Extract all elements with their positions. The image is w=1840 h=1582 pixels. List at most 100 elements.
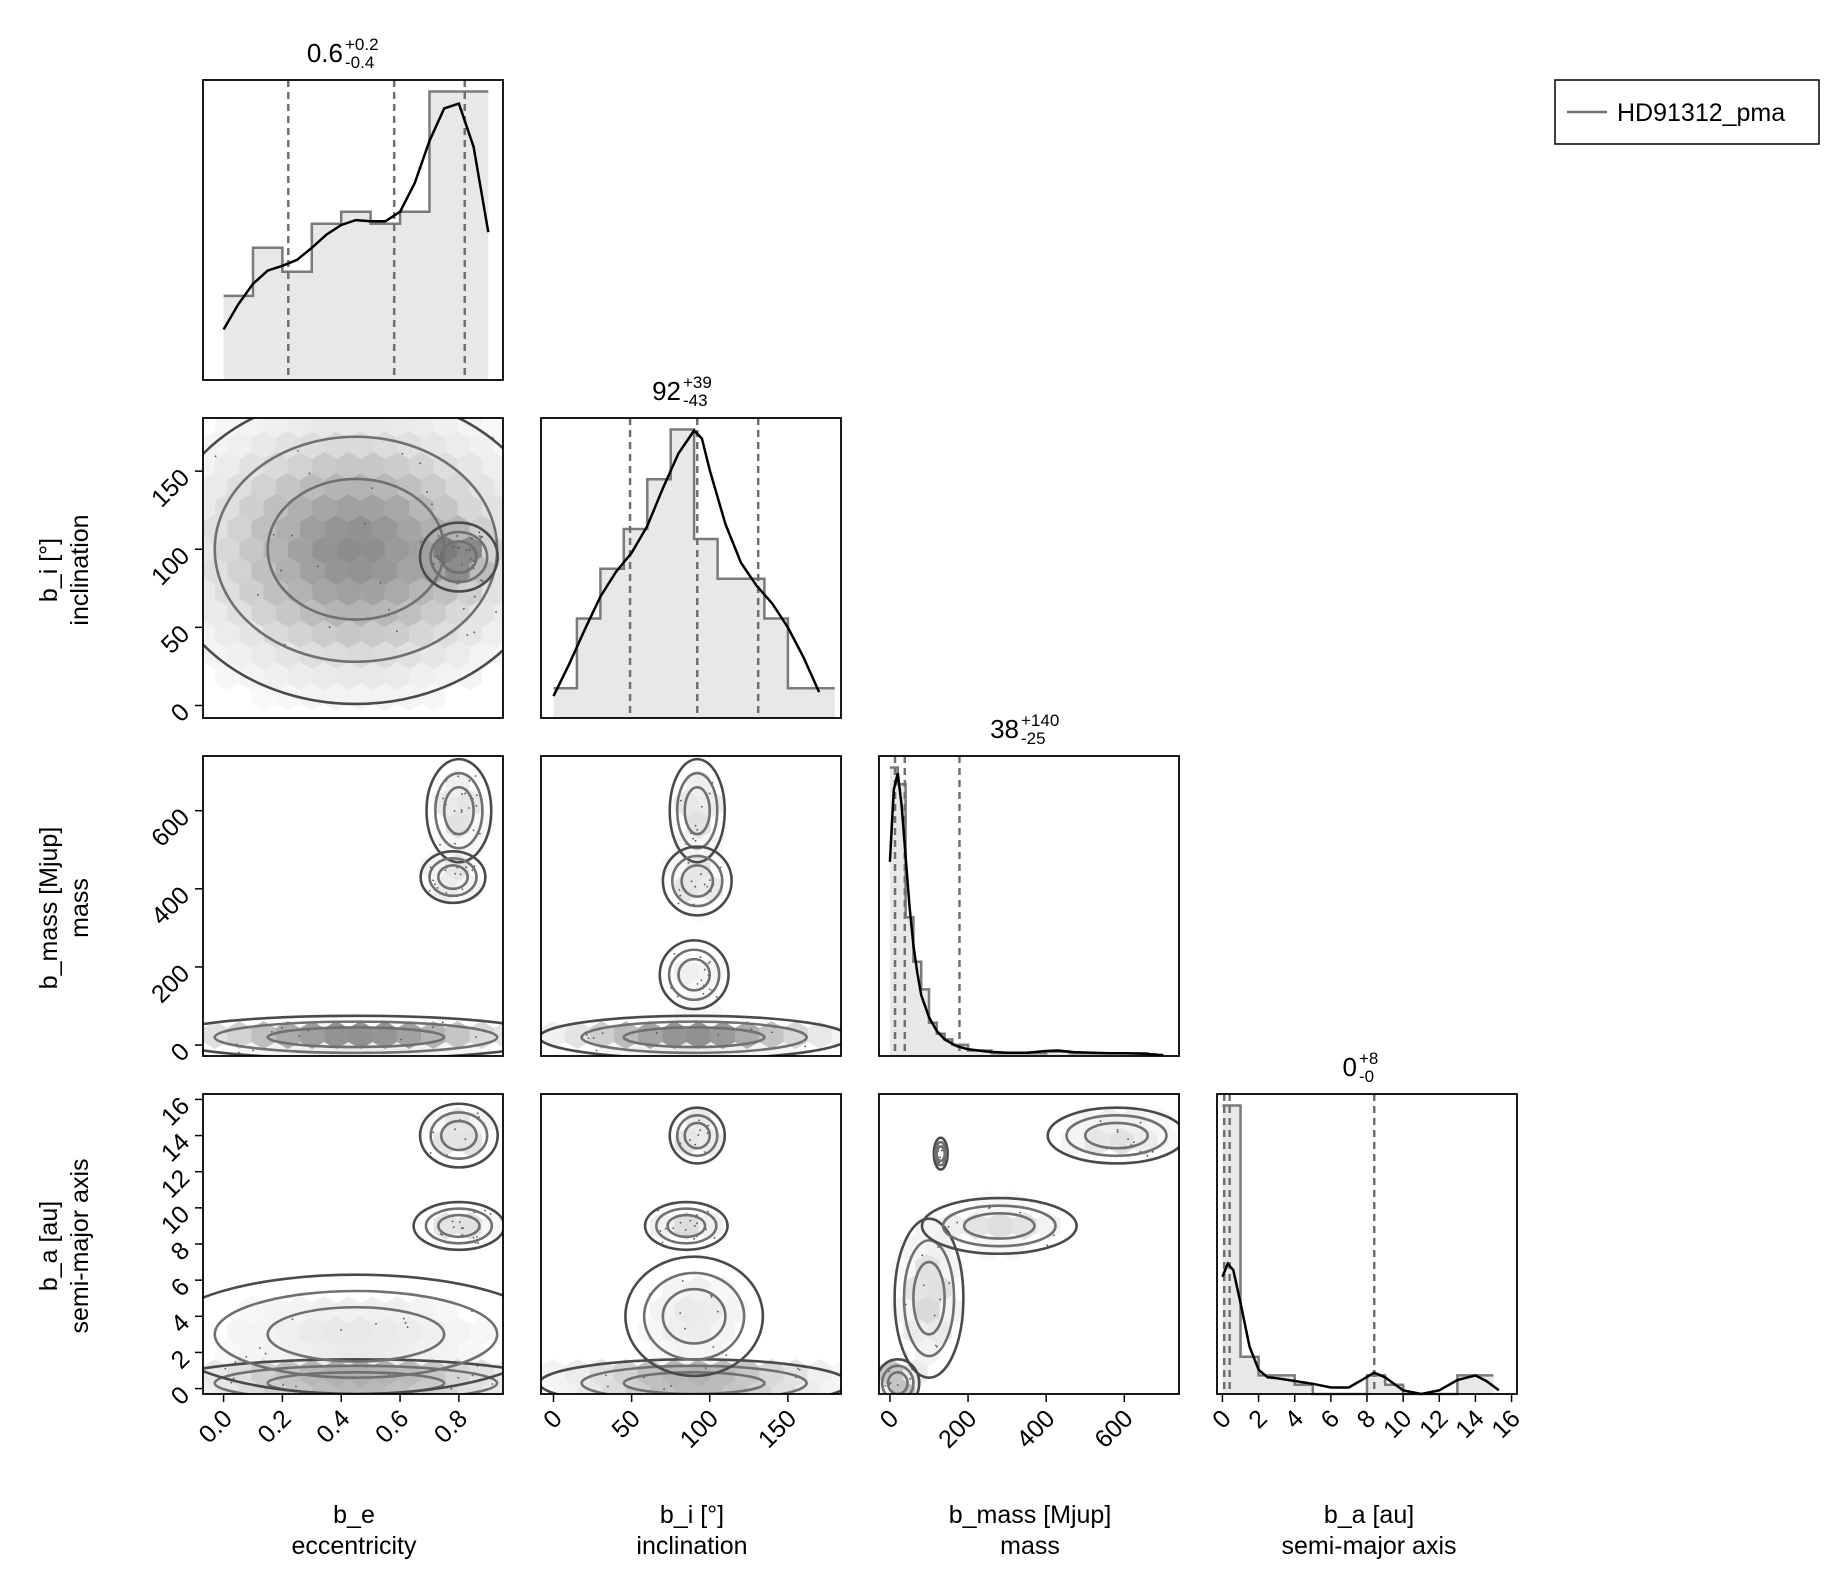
- hist-bar: [1093, 1053, 1101, 1056]
- hist-bar: [1294, 1384, 1313, 1394]
- hexbin: [891, 1380, 916, 1394]
- hexbin: [360, 662, 385, 690]
- hexbin: [674, 1212, 699, 1240]
- contour: [213, 1364, 499, 1394]
- contour: [266, 1305, 446, 1363]
- hexbin: [251, 599, 276, 627]
- sample-point: [988, 1207, 990, 1209]
- hexbin: [252, 389, 276, 417]
- sample-point: [429, 1152, 432, 1154]
- sample-point: [679, 894, 682, 897]
- hexbin: [384, 494, 410, 522]
- hexbin: [457, 452, 482, 480]
- hexbin: [674, 1380, 699, 1394]
- sample-point: [1139, 1121, 1142, 1124]
- sample-point: [252, 1049, 255, 1052]
- sample-point: [700, 873, 702, 876]
- contour: [541, 1014, 841, 1056]
- sample-point: [441, 1233, 443, 1236]
- contour: [428, 857, 478, 898]
- sample-point: [922, 1284, 925, 1287]
- hexbin: [360, 494, 385, 522]
- contour: [436, 864, 470, 891]
- hexbin: [494, 474, 503, 500]
- sample-point: [461, 793, 463, 795]
- hexbin: [397, 599, 422, 627]
- hist-bar: [429, 91, 459, 381]
- hist-bar: [1116, 1053, 1125, 1056]
- hexbin: [409, 578, 434, 606]
- title-median: 92: [652, 376, 681, 406]
- title-0: 0.6 +0.2-0.4: [307, 35, 379, 72]
- hexbin: [263, 1338, 288, 1366]
- sample-point: [224, 1367, 227, 1370]
- sample-point: [472, 1236, 475, 1239]
- x-tick-label: 50: [606, 1404, 645, 1443]
- title-plus: +39: [683, 373, 712, 392]
- sample-point: [798, 1368, 801, 1371]
- hexbin: [384, 452, 410, 480]
- sample-point: [258, 1347, 261, 1349]
- panel-0-2: [202, 755, 504, 1057]
- contour: [683, 785, 712, 836]
- sample-point: [603, 1399, 605, 1401]
- xlabel-b-a-desc: semi-major axis: [1281, 1532, 1456, 1560]
- hist-bar: [889, 767, 898, 1056]
- hexbin: [360, 1296, 385, 1324]
- sample-point: [888, 1370, 891, 1373]
- hexbin: [239, 536, 264, 564]
- hist-bar: [1367, 1375, 1386, 1394]
- hexbin: [263, 494, 288, 522]
- title-median: 38: [990, 714, 1019, 744]
- kde-curve: [222, 102, 490, 331]
- yaxis-2: 0 200 400 600: [146, 803, 203, 1067]
- hexbin: [360, 620, 385, 648]
- sample-point: [379, 581, 382, 584]
- sample-point: [680, 799, 682, 802]
- contour: [893, 1217, 965, 1380]
- hist-bar: [975, 1050, 984, 1056]
- sample-point: [419, 540, 422, 543]
- hexbin: [239, 1338, 264, 1366]
- hexbin: [421, 1107, 446, 1135]
- xaxis-0: 0.0 0.2 0.4 0.6 0.8: [193, 1394, 473, 1449]
- sample-point: [700, 979, 703, 982]
- sample-point: [481, 535, 484, 538]
- sample-point: [690, 880, 693, 883]
- sample-point: [471, 1374, 474, 1377]
- sample-point: [770, 1031, 773, 1034]
- hexbin: [372, 641, 397, 669]
- contour: [680, 864, 715, 898]
- sample-point: [396, 630, 398, 633]
- sample-point: [679, 1312, 682, 1314]
- ylabel-b-a-name: b_a [au]: [35, 1201, 63, 1291]
- x-tick-label: 6: [1315, 1404, 1345, 1434]
- sample-point: [340, 1328, 343, 1331]
- contour: [429, 530, 489, 584]
- panel-0-1: [202, 389, 504, 719]
- hexbin: [215, 536, 240, 564]
- sample-point: [432, 879, 434, 882]
- sample-point: [404, 1322, 407, 1324]
- sample-point: [466, 634, 469, 637]
- hexbin: [275, 473, 300, 501]
- panel-frame: [202, 755, 504, 1057]
- sample-point: [699, 1129, 702, 1132]
- contour: [1065, 1114, 1168, 1158]
- sample-point: [441, 1021, 444, 1024]
- y-tick-label: 14: [156, 1128, 196, 1168]
- hexbin: [336, 662, 361, 690]
- hexbin: [807, 1359, 832, 1387]
- contour: [962, 1211, 1036, 1240]
- contour: [879, 1358, 921, 1394]
- hist-bar: [1222, 1105, 1241, 1394]
- sample-point: [670, 1385, 672, 1387]
- sample-point: [432, 1026, 434, 1029]
- sample-point: [437, 558, 440, 561]
- y-tick-label: 16: [156, 1092, 195, 1131]
- hexbin: [215, 620, 240, 648]
- y-tick-label: 2: [166, 1345, 196, 1375]
- sample-point: [454, 872, 457, 875]
- hist-bar: [282, 271, 312, 380]
- contour: [624, 1255, 765, 1378]
